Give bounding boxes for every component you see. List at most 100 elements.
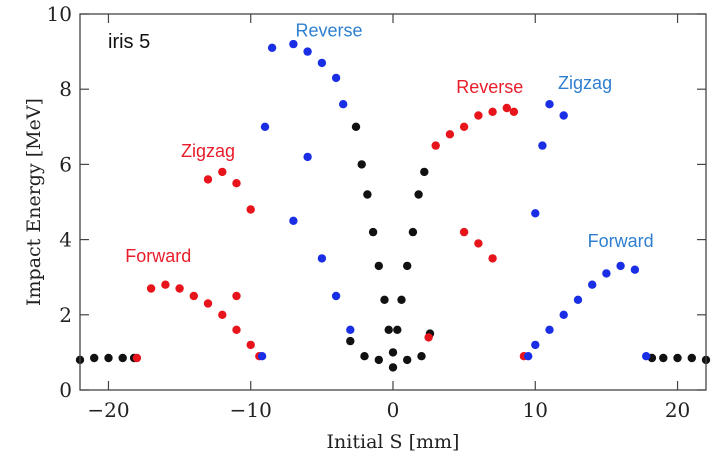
annotation-label: Forward: [588, 231, 654, 251]
y-tick-label: 8: [59, 77, 72, 101]
data-point: [642, 352, 651, 361]
data-point: [374, 355, 383, 365]
annotation-label: Reverse: [456, 77, 523, 97]
data-point: [488, 254, 497, 263]
data-point: [474, 111, 483, 120]
axes: −20 −10 0 10 20 0 2 4 6 8 10: [47, 2, 707, 422]
data-point: [531, 340, 540, 350]
annotation-label: Zigzag: [558, 73, 612, 93]
data-point: [502, 103, 511, 113]
data-point: [414, 190, 423, 199]
data-point: [232, 179, 241, 188]
data-point: [331, 73, 341, 83]
data-point: [538, 141, 547, 150]
y-tick-label: 4: [59, 228, 72, 252]
data-point: [232, 325, 241, 334]
data-point: [384, 325, 393, 334]
data-point: [161, 280, 170, 289]
data-point: [588, 280, 597, 289]
data-point: [673, 353, 682, 363]
data-point: [246, 205, 255, 214]
data-point: [246, 340, 255, 350]
y-tick-label: 0: [59, 378, 72, 402]
plot-background: [80, 14, 706, 390]
data-point: [388, 363, 398, 372]
data-point: [339, 100, 348, 109]
annotation-label: Forward: [125, 246, 191, 266]
data-point: [403, 261, 412, 271]
data-point: [509, 107, 519, 117]
data-point: [459, 227, 469, 237]
annotation-label: Reverse: [295, 21, 362, 41]
data-point: [218, 310, 227, 319]
data-point: [289, 216, 298, 225]
data-point: [257, 352, 267, 361]
data-point: [146, 284, 156, 293]
data-point: [317, 58, 327, 68]
x-tick-label: −20: [87, 398, 129, 422]
annotations: Reverse Zigzag Forward Reverse Zigzag Forward: [125, 21, 653, 267]
y-tick-label: 6: [59, 152, 72, 176]
data-point: [573, 295, 583, 304]
data-point: [132, 353, 142, 363]
annotation-label: Zigzag: [181, 141, 235, 161]
data-point: [474, 239, 483, 248]
panel-label: iris 5: [108, 31, 150, 53]
data-point: [189, 291, 198, 301]
data-point: [616, 261, 625, 271]
data-point: [602, 269, 611, 278]
data-point: [303, 152, 312, 162]
data-point: [531, 209, 540, 218]
data-point: [267, 43, 277, 52]
data-point: [403, 355, 412, 365]
x-tick-label: −10: [230, 398, 272, 422]
data-point: [104, 353, 113, 363]
data-point: [431, 141, 440, 150]
data-point: [420, 167, 429, 177]
data-point: [363, 190, 372, 199]
y-axis-label: Impact Energy [MeV]: [23, 98, 45, 306]
data-point: [380, 295, 389, 304]
data-point: [357, 160, 366, 169]
data-point: [203, 299, 213, 308]
data-point: [559, 310, 568, 319]
x-tick-label: 0: [387, 398, 400, 422]
data-point: [424, 333, 433, 342]
data-point: [346, 325, 355, 334]
data-point: [90, 353, 99, 363]
data-point: [388, 348, 398, 357]
data-point: [545, 325, 554, 334]
data-point: [524, 352, 533, 361]
data-point: [417, 352, 426, 361]
x-tick-label: 10: [523, 398, 548, 422]
data-point: [687, 353, 696, 363]
data-point: [118, 353, 127, 363]
data-point: [408, 227, 418, 237]
data-point: [317, 254, 327, 263]
x-axis-label: Initial S [mm]: [327, 431, 460, 453]
data-point: [351, 122, 361, 131]
data-point: [303, 47, 312, 56]
plot-area: [80, 14, 706, 390]
data-marks: [75, 39, 711, 372]
data-point: [360, 352, 369, 361]
data-point: [218, 167, 227, 177]
data-point: [445, 130, 455, 139]
data-point: [559, 111, 568, 120]
x-tick-label: 20: [665, 398, 690, 422]
data-point: [374, 261, 383, 271]
data-point: [175, 284, 184, 293]
y-tick-label: 2: [59, 303, 72, 327]
data-point: [203, 175, 213, 184]
y-tick-label: 10: [47, 2, 72, 26]
data-point: [659, 353, 668, 363]
data-point: [630, 265, 640, 274]
data-point: [459, 122, 469, 131]
data-point: [488, 107, 497, 117]
data-point: [397, 295, 406, 304]
data-point: [545, 100, 554, 109]
data-point: [289, 39, 298, 49]
data-point: [260, 122, 270, 131]
data-point: [232, 291, 241, 301]
